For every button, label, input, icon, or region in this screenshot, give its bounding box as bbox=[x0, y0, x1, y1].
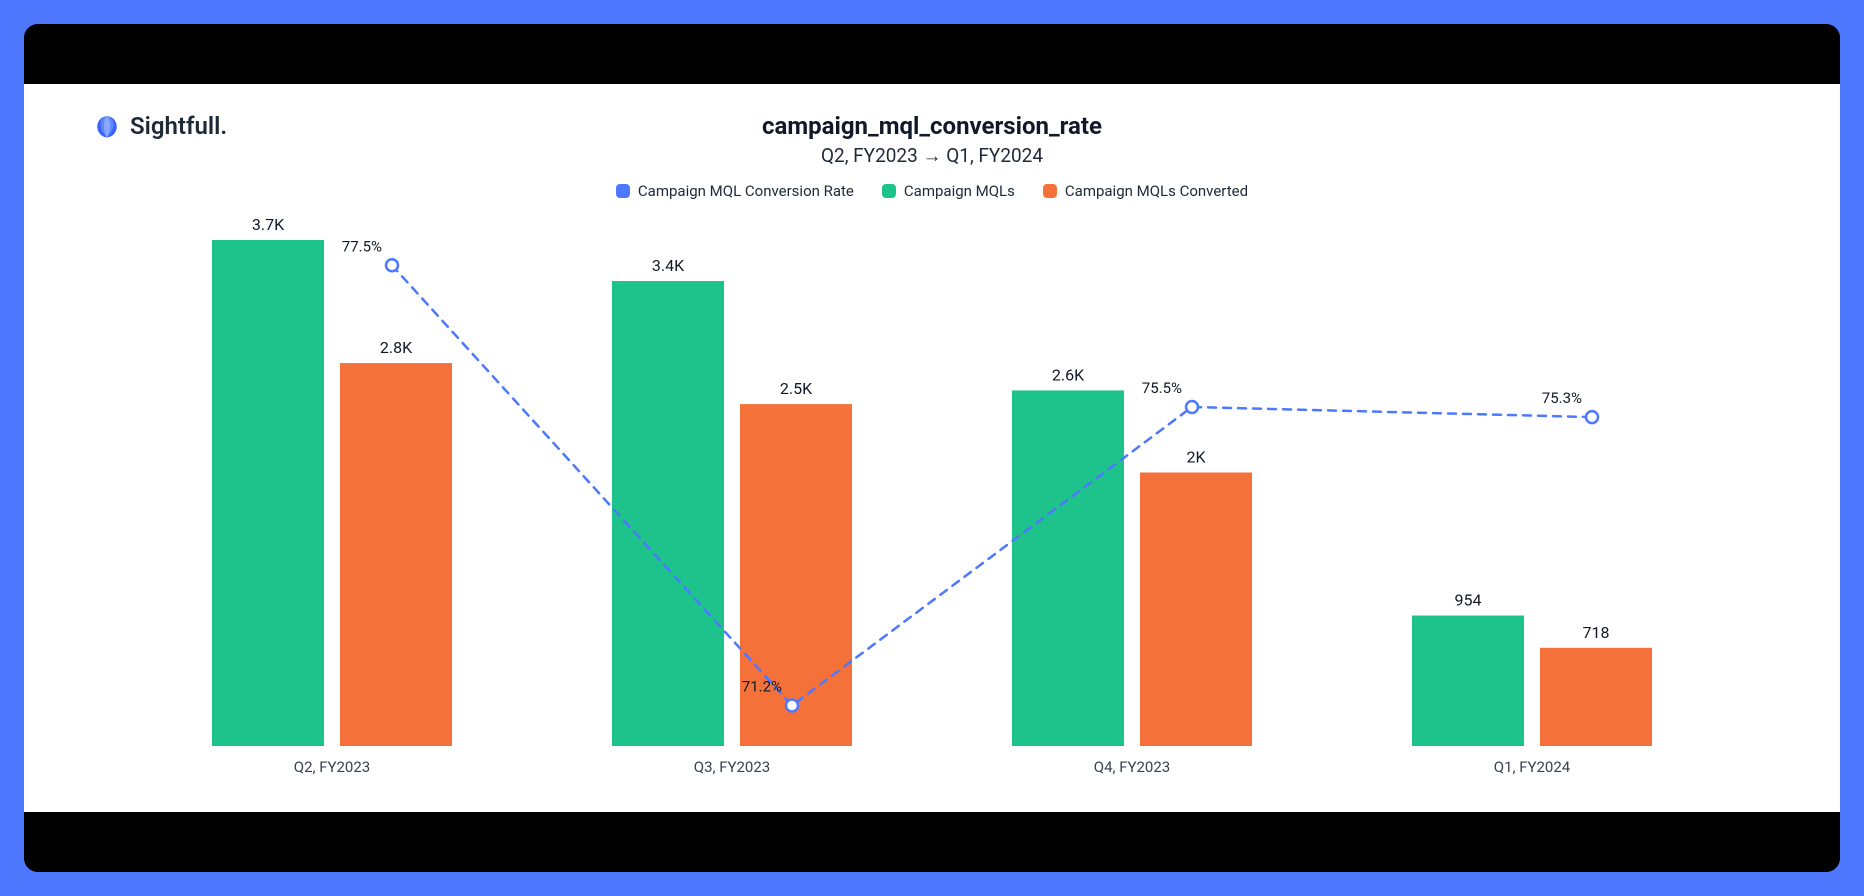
line-point-marker bbox=[1586, 411, 1598, 423]
bar-mqls-converted bbox=[1140, 472, 1252, 746]
chart-title: campaign_mql_conversion_rate bbox=[72, 112, 1792, 140]
bar-value-label: 2.5K bbox=[780, 379, 813, 398]
chart-svg: 3.7K 2.8K Q2, FY2023 3.4K 2.5K Q3, FY2023 2.6K… bbox=[72, 210, 1792, 792]
bar-mqls-converted bbox=[1540, 648, 1652, 746]
chart-titles: campaign_mql_conversion_rate Q2, FY2023 … bbox=[72, 112, 1792, 168]
x-axis-label: Q1, FY2024 bbox=[1494, 758, 1571, 776]
legend-label: Campaign MQLs bbox=[904, 182, 1015, 200]
line-point-marker bbox=[386, 259, 398, 271]
bar-value-label: 954 bbox=[1455, 591, 1482, 610]
brand-name: Sightfull. bbox=[130, 112, 227, 140]
bar-mqls-converted bbox=[340, 363, 452, 746]
line-point-marker bbox=[1186, 401, 1198, 413]
legend-item: Campaign MQLs Converted bbox=[1043, 182, 1248, 200]
x-axis-label: Q4, FY2023 bbox=[1094, 758, 1170, 776]
bar-value-label: 3.7K bbox=[252, 215, 285, 234]
brand: Sightfull. bbox=[94, 112, 227, 140]
bar-value-label: 718 bbox=[1583, 623, 1610, 642]
brand-logo-icon bbox=[94, 113, 120, 139]
bar-value-label: 3.4K bbox=[652, 256, 685, 275]
bar-mqls bbox=[1012, 390, 1124, 746]
line-point-label: 71.2% bbox=[742, 678, 782, 696]
chart-panel: Sightfull. campaign_mql_conversion_rate … bbox=[24, 84, 1840, 812]
legend-item: Campaign MQL Conversion Rate bbox=[616, 182, 854, 200]
dark-container: Sightfull. campaign_mql_conversion_rate … bbox=[24, 24, 1840, 872]
bar-mqls bbox=[212, 240, 324, 746]
legend-swatch bbox=[1043, 184, 1057, 198]
line-point-label: 77.5% bbox=[342, 237, 382, 255]
bar-value-label: 2K bbox=[1186, 447, 1206, 466]
bottom-dark-band bbox=[24, 812, 1840, 872]
top-dark-band bbox=[24, 24, 1840, 84]
line-point-label: 75.3% bbox=[1542, 389, 1582, 407]
chart-plot-area: 3.7K 2.8K Q2, FY2023 3.4K 2.5K Q3, FY2023 2.6K… bbox=[72, 210, 1792, 792]
chart-subtitle: Q2, FY2023 → Q1, FY2024 bbox=[72, 144, 1792, 168]
bar-mqls bbox=[1412, 616, 1524, 746]
bar-value-label: 2.6K bbox=[1052, 365, 1085, 384]
legend-label: Campaign MQLs Converted bbox=[1065, 182, 1248, 200]
bar-mqls bbox=[612, 281, 724, 746]
outer-frame: Sightfull. campaign_mql_conversion_rate … bbox=[0, 0, 1864, 896]
legend-item: Campaign MQLs bbox=[882, 182, 1015, 200]
line-point-marker bbox=[786, 700, 798, 712]
line-point-label: 75.5% bbox=[1142, 379, 1182, 397]
x-axis-label: Q2, FY2023 bbox=[294, 758, 370, 776]
legend-swatch bbox=[882, 184, 896, 198]
bar-value-label: 2.8K bbox=[380, 338, 413, 357]
x-axis-label: Q3, FY2023 bbox=[694, 758, 770, 776]
legend-label: Campaign MQL Conversion Rate bbox=[638, 182, 854, 200]
legend-swatch bbox=[616, 184, 630, 198]
legend: Campaign MQL Conversion Rate Campaign MQL… bbox=[72, 182, 1792, 200]
